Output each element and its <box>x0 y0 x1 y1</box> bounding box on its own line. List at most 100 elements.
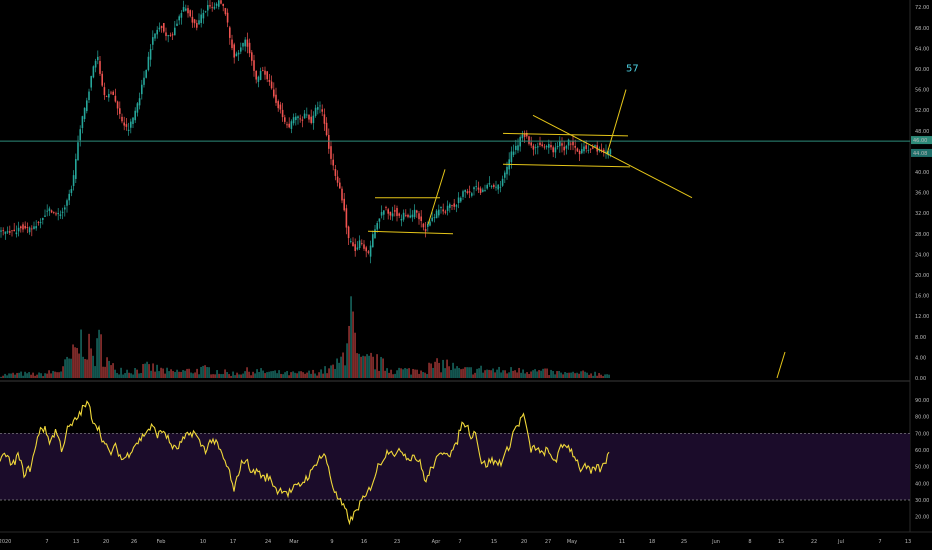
candle-body <box>281 109 284 118</box>
volume-bar <box>574 373 576 378</box>
volume-bar <box>440 372 442 378</box>
candle-body <box>123 122 125 126</box>
candle-body <box>345 208 348 228</box>
volume-bar <box>238 374 240 378</box>
candle-body <box>237 52 240 55</box>
volume-bar <box>50 373 52 378</box>
candle-body <box>15 232 18 235</box>
candle-body <box>581 149 583 154</box>
candle-body <box>105 96 108 97</box>
volume-bar <box>118 374 120 378</box>
candle-body <box>440 206 442 209</box>
volume-bar <box>4 373 6 378</box>
volume-bar <box>258 372 260 378</box>
candle-body <box>48 208 51 211</box>
rsi-line <box>0 400 610 526</box>
volume-bar <box>268 371 270 378</box>
candle-body <box>306 114 308 116</box>
volume-bar <box>232 371 234 378</box>
rsi-tick-label: 90.00 <box>915 398 929 404</box>
volume-bar <box>186 368 188 378</box>
candle-body <box>275 94 277 103</box>
volume-bar <box>200 366 202 378</box>
candle-body <box>473 187 475 190</box>
volume-bar <box>516 372 518 378</box>
candle-body <box>182 7 185 12</box>
time-tick-label: 9 <box>330 539 333 545</box>
candle-body <box>180 13 183 18</box>
time-tick-label: 13 <box>73 539 79 545</box>
volume-bar <box>222 374 224 378</box>
time-tick-label: 18 <box>649 539 655 545</box>
candle-body <box>339 182 341 189</box>
candle-body <box>220 0 222 4</box>
candle-body <box>152 37 154 45</box>
volume-bar <box>92 355 94 378</box>
candle-body <box>134 110 136 121</box>
candle-body <box>398 213 400 216</box>
volume-bar <box>128 372 130 378</box>
candle-body <box>2 230 4 232</box>
candle-body <box>603 149 605 153</box>
price-tag <box>911 136 932 145</box>
rsi-tick-label: 50.00 <box>915 465 929 471</box>
candle-body <box>28 227 31 233</box>
candle-body <box>609 149 612 155</box>
candle-body <box>143 77 145 85</box>
volume-bar <box>412 368 414 378</box>
volume-bar <box>86 359 88 378</box>
candle-body <box>526 132 528 137</box>
candle-body <box>475 186 477 187</box>
time-tick-label: 22 <box>811 539 817 545</box>
volume-bar <box>12 372 14 378</box>
price-tag-label: 46.00 <box>913 138 927 144</box>
candle-body <box>226 12 229 23</box>
volume-bar <box>188 368 190 378</box>
candle-body <box>424 229 427 232</box>
volume-bar <box>64 359 66 378</box>
candle-body <box>211 7 213 9</box>
time-tick-label: 10 <box>200 539 206 545</box>
volume-bar <box>88 333 90 378</box>
candle-body <box>257 76 260 82</box>
volume-bar <box>116 372 118 378</box>
price-tick-label: 16.00 <box>915 294 929 300</box>
volume-bar <box>190 372 192 378</box>
candle-body <box>451 205 453 206</box>
volume-bar <box>478 368 480 378</box>
trend-line <box>606 89 627 155</box>
volume-bar <box>338 362 340 378</box>
candle-body <box>290 121 293 129</box>
volume-bar <box>532 370 534 378</box>
volume-bar <box>494 372 496 378</box>
candle-body <box>299 118 301 120</box>
volume-bar <box>6 375 8 378</box>
volume-bar <box>228 374 230 378</box>
candle-body <box>433 217 436 219</box>
volume-bar <box>18 372 20 378</box>
volume-bar <box>296 373 298 378</box>
volume-bar <box>398 367 400 378</box>
volume-bar <box>452 362 454 378</box>
volume-bar <box>450 370 452 378</box>
price-tick-label: 24.00 <box>915 252 929 258</box>
candle-body <box>479 188 482 193</box>
volume-bar <box>380 356 382 378</box>
candle-body <box>209 5 211 7</box>
candle-body <box>497 184 499 190</box>
candle-body <box>277 101 279 109</box>
candle-body <box>130 121 132 128</box>
time-tick-label: 7 <box>458 539 461 545</box>
candle-body <box>328 135 330 149</box>
candle-body <box>61 211 64 213</box>
volume-bar <box>14 374 16 378</box>
candle-body <box>532 145 535 150</box>
volume-bar <box>134 368 136 378</box>
volume-bar <box>428 362 430 378</box>
candle-body <box>347 226 350 239</box>
price-tick-label: 36.00 <box>915 191 929 197</box>
candle-body <box>279 104 282 110</box>
volume-bar <box>220 374 222 378</box>
volume-bar <box>396 370 398 378</box>
